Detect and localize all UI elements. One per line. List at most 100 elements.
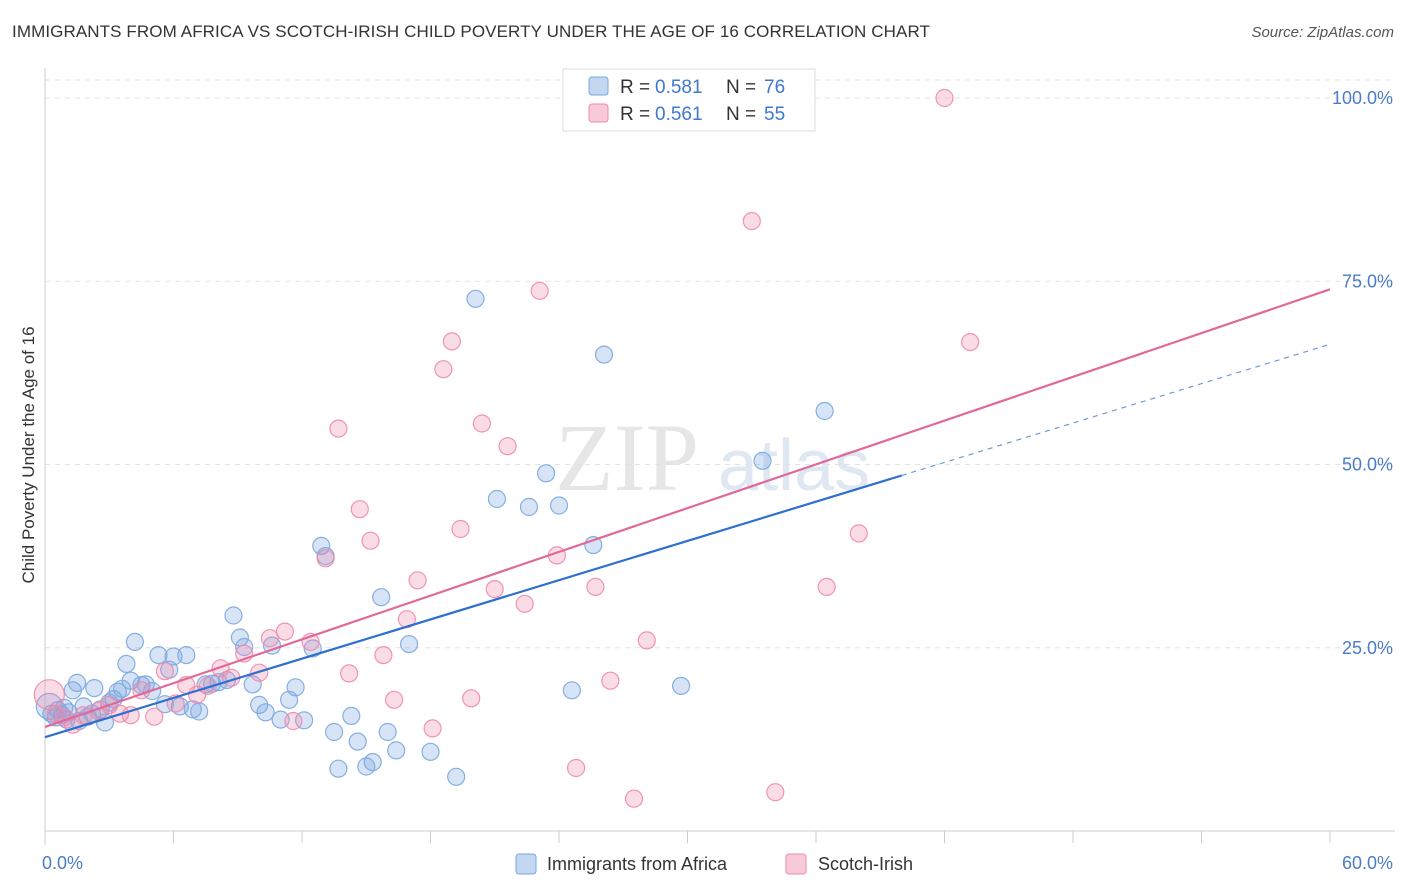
legend-r-label-scotch-irish: R =: [620, 104, 650, 125]
data-point: [348, 732, 367, 751]
legend-box: [562, 68, 816, 132]
data-point: [340, 664, 359, 683]
bottom-legend: Immigrants from Africa Scotch-Irish: [515, 853, 913, 875]
legend-n-value-scotch-irish: 55: [764, 104, 785, 125]
y-axis-title: Child Poverty Under the Age of 16: [19, 326, 38, 583]
trend-line-extension-africa: [901, 343, 1331, 477]
data-point: [67, 673, 87, 693]
data-point: [125, 632, 144, 652]
data-point: [74, 706, 93, 725]
data-point: [329, 419, 348, 438]
data-point: [387, 741, 406, 760]
data-point: [363, 752, 382, 772]
data-point: [325, 722, 344, 742]
data-point: [275, 622, 294, 641]
data-point: [286, 678, 305, 697]
data-point: [190, 702, 209, 721]
data-point: [519, 497, 539, 517]
data-point: [149, 645, 168, 665]
data-point: [594, 345, 614, 364]
data-point: [284, 711, 303, 731]
data-point: [530, 281, 549, 300]
data-point: [586, 577, 605, 597]
x-tick-label-max: 60.0%: [1342, 853, 1393, 873]
legend-n-label-africa: N =: [726, 77, 756, 98]
data-point: [766, 783, 785, 802]
chart-source: Source: ZipAtlas.com: [1251, 24, 1394, 41]
y-tick-labels: 25.0% 50.0% 75.0% 100.0%: [1332, 88, 1393, 658]
data-point: [121, 706, 140, 725]
data-point: [961, 333, 980, 352]
data-point: [374, 645, 393, 665]
data-point: [361, 531, 380, 550]
bottom-legend-swatch-africa: [515, 853, 537, 875]
data-point: [155, 662, 174, 681]
legend-r-value-scotch-irish: 0.561: [655, 104, 703, 125]
axes: [44, 68, 1395, 845]
data-point: [549, 496, 569, 515]
trend-lines: [44, 288, 1331, 739]
legend-r-value-africa: 0.581: [655, 77, 703, 98]
y-tick-label: 100.0%: [1332, 88, 1393, 108]
data-point: [423, 719, 442, 738]
gridlines: [45, 79, 1395, 649]
data-point: [378, 722, 397, 742]
data-point: [487, 489, 506, 509]
data-point: [421, 742, 440, 761]
data-point: [372, 588, 391, 607]
data-point: [935, 88, 954, 108]
data-point: [624, 789, 644, 808]
y-tick-label: 75.0%: [1342, 271, 1393, 291]
chart-title: IMMIGRANTS FROM AFRICA VS SCOTCH-IRISH C…: [12, 22, 931, 41]
data-point: [671, 676, 691, 696]
data-point: [117, 654, 136, 674]
data-point: [753, 451, 772, 470]
data-point: [817, 577, 836, 597]
legend-swatch-africa: [588, 76, 609, 96]
data-point: [260, 629, 279, 648]
data-point: [442, 332, 461, 351]
data-point: [447, 767, 466, 786]
data-point: [224, 606, 243, 625]
data-point: [235, 637, 254, 657]
x-tick-label-min: 0.0%: [42, 853, 83, 873]
data-point: [472, 414, 491, 433]
data-point: [462, 689, 481, 708]
data-point: [466, 289, 485, 308]
data-point: [408, 571, 427, 590]
trend-line-scotch-irish: [44, 288, 1331, 728]
data-point: [515, 594, 534, 613]
bottom-legend-label-scotch-irish: Scotch-Irish: [818, 854, 913, 874]
data-point: [303, 639, 322, 658]
data-point: [342, 706, 361, 726]
data-point: [316, 549, 335, 568]
data-point: [815, 401, 834, 421]
watermark-atlas: atlas: [718, 426, 870, 506]
data-point: [145, 707, 164, 726]
data-point: [451, 519, 470, 539]
data-point: [85, 678, 104, 698]
data-point: [250, 695, 269, 715]
bottom-legend-label-africa: Immigrants from Africa: [547, 854, 728, 874]
data-point: [177, 645, 196, 665]
y-tick-label: 25.0%: [1342, 638, 1393, 658]
data-point: [637, 631, 656, 650]
data-point: [742, 212, 761, 231]
data-point: [601, 671, 620, 690]
data-point: [562, 681, 582, 700]
data-point: [536, 464, 556, 483]
data-point: [400, 634, 419, 654]
legend-r-label-africa: R =: [620, 77, 650, 98]
y-tick-label: 50.0%: [1342, 455, 1393, 475]
data-point: [849, 524, 868, 543]
data-point: [434, 360, 453, 379]
data-point: [485, 579, 504, 599]
data-point: [329, 759, 348, 778]
bottom-legend-swatch-scotch-irish: [785, 853, 807, 875]
top-legend: R = 0.581 N = 76 R = 0.561 N = 55: [562, 68, 816, 132]
legend-n-label-scotch-irish: N =: [726, 104, 756, 125]
data-point: [243, 675, 262, 694]
x-tick-labels: 0.0% 60.0%: [42, 853, 1393, 873]
data-point: [350, 500, 369, 519]
